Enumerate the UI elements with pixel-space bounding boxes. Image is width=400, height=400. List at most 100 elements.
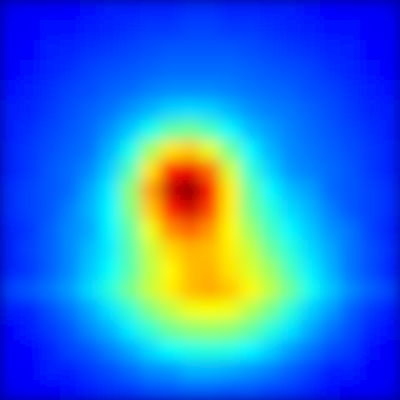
heat-cell xyxy=(320,0,341,21)
heat-cell xyxy=(200,140,221,161)
heat-cell xyxy=(360,40,381,61)
heat-cell xyxy=(100,80,121,101)
heat-cell xyxy=(20,20,41,41)
heat-cell xyxy=(120,0,141,21)
heat-cell xyxy=(180,220,201,241)
heat-cell xyxy=(100,220,121,241)
heat-cell xyxy=(100,140,121,161)
heat-cell xyxy=(340,80,361,101)
heat-cell xyxy=(60,40,81,61)
heat-cell xyxy=(260,280,281,301)
heat-cell xyxy=(220,0,241,21)
heat-cell xyxy=(40,280,61,301)
heat-cell xyxy=(280,340,301,361)
heat-cell xyxy=(80,200,101,221)
heat-cell xyxy=(360,100,381,121)
heat-cell xyxy=(120,340,141,361)
heat-cell xyxy=(0,280,21,301)
heat-cell xyxy=(260,100,281,121)
heat-cell xyxy=(240,340,261,361)
heat-cell xyxy=(380,0,400,21)
heat-cell xyxy=(280,220,301,241)
heat-cell xyxy=(300,60,321,81)
heat-cell xyxy=(20,260,41,281)
heat-cell xyxy=(240,220,261,241)
heat-cell xyxy=(220,220,241,241)
heat-cell xyxy=(40,320,61,341)
heat-cell xyxy=(140,80,161,101)
heat-cell xyxy=(140,240,161,261)
heat-cell xyxy=(140,20,161,41)
heat-cell xyxy=(120,160,141,181)
heat-cell xyxy=(320,240,341,261)
heat-cell xyxy=(80,60,101,81)
heat-cell xyxy=(260,120,281,141)
heat-cell xyxy=(80,140,101,161)
heat-cell xyxy=(20,220,41,241)
heat-cell xyxy=(0,260,21,281)
heat-cell xyxy=(60,100,81,121)
heat-cell xyxy=(140,280,161,301)
heat-cell xyxy=(360,140,381,161)
heat-cell xyxy=(80,40,101,61)
heat-cell xyxy=(0,140,21,161)
heat-cell xyxy=(240,0,261,21)
heat-cell xyxy=(220,360,241,381)
heat-cell xyxy=(180,300,201,321)
heat-cell xyxy=(380,80,400,101)
heat-cell xyxy=(140,380,161,400)
heat-cell xyxy=(360,160,381,181)
heat-cell xyxy=(160,280,181,301)
heat-cell xyxy=(120,240,141,261)
heat-cell xyxy=(180,20,201,41)
heat-cell xyxy=(220,140,241,161)
heat-cell xyxy=(220,60,241,81)
heat-cell xyxy=(200,240,221,261)
heat-cell xyxy=(220,160,241,181)
heat-cell xyxy=(40,80,61,101)
heat-cell xyxy=(60,240,81,261)
heat-cell xyxy=(20,240,41,261)
heat-cell xyxy=(100,0,121,21)
heat-cell xyxy=(120,360,141,381)
heat-cell xyxy=(360,0,381,21)
heat-cell xyxy=(180,140,201,161)
heat-cell xyxy=(40,200,61,221)
heat-cell xyxy=(260,0,281,21)
heat-cell xyxy=(220,300,241,321)
heat-cell xyxy=(60,380,81,400)
heat-cell xyxy=(220,200,241,221)
heat-cell xyxy=(160,100,181,121)
heat-cell xyxy=(20,100,41,121)
heat-cell xyxy=(260,260,281,281)
heat-cell xyxy=(40,220,61,241)
heat-cell xyxy=(180,160,201,181)
heat-cell xyxy=(220,40,241,61)
heat-cell xyxy=(180,120,201,141)
heat-cell xyxy=(260,240,281,261)
heat-cell xyxy=(200,340,221,361)
heat-cell xyxy=(60,0,81,21)
heat-cell xyxy=(0,360,21,381)
heat-cell xyxy=(300,100,321,121)
heat-cell xyxy=(60,220,81,241)
heat-cell xyxy=(280,320,301,341)
heat-cell xyxy=(240,140,261,161)
heat-cell xyxy=(260,160,281,181)
heat-cell xyxy=(300,220,321,241)
heat-cell xyxy=(320,380,341,400)
heat-cell xyxy=(120,100,141,121)
heat-cell xyxy=(60,180,81,201)
heat-cell xyxy=(20,120,41,141)
heat-cell xyxy=(20,180,41,201)
heat-cell xyxy=(260,80,281,101)
heat-cell xyxy=(280,260,301,281)
heat-cell xyxy=(260,220,281,241)
heat-cell xyxy=(120,80,141,101)
heat-cell xyxy=(80,100,101,121)
heat-cell xyxy=(320,360,341,381)
heat-cell xyxy=(100,240,121,261)
heat-cell xyxy=(160,380,181,400)
heat-cell xyxy=(100,280,121,301)
